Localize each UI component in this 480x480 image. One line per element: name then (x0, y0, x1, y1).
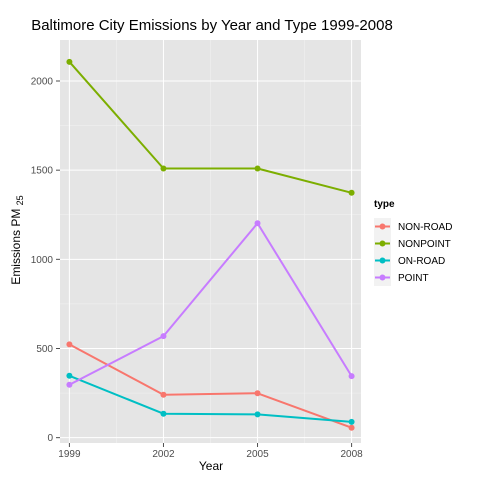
legend-label: POINT (398, 273, 429, 284)
legend-key-point (379, 240, 386, 247)
legend-key-point (379, 257, 386, 264)
data-point (254, 220, 261, 227)
legend-item-point: POINT (374, 269, 429, 286)
major-gridlines (60, 40, 361, 443)
axes: 0 500 1000 1500 2000 1999 2002 2005 2008 (31, 77, 363, 460)
data-point (254, 411, 261, 418)
data-point (160, 391, 167, 398)
x-tick-label: 2002 (152, 449, 175, 460)
legend-key-point (379, 223, 386, 230)
data-point (66, 58, 73, 65)
data-point (160, 410, 167, 417)
series-point (66, 220, 355, 388)
series-line (68, 343, 352, 429)
x-tick-label: 2005 (246, 449, 269, 460)
y-tick-label: 1000 (31, 255, 54, 266)
data-point (348, 373, 355, 380)
y-tick-label: 1500 (31, 166, 54, 177)
legend-label: NONPOINT (398, 239, 451, 250)
legend-item-on-road: ON-ROAD (374, 252, 445, 269)
series-nonpoint (66, 58, 355, 196)
legend-label: ON-ROAD (398, 256, 445, 267)
data-point (348, 189, 355, 196)
series-line (68, 222, 353, 386)
data-point (66, 381, 73, 388)
data-point (66, 372, 73, 379)
svg-text:Emissions PM 25: Emissions PM 25 (9, 195, 25, 284)
series-layer (66, 58, 355, 431)
legend-title: type (374, 199, 395, 210)
legend-label: NON-ROAD (398, 222, 452, 233)
series-non-road (66, 341, 355, 431)
legend: type NON-ROAD NONPOINT ON-ROAD POINT (374, 199, 452, 286)
legend-item-non-road: NON-ROAD (374, 218, 452, 235)
y-tick-label: 500 (36, 344, 53, 355)
data-point (348, 424, 355, 431)
y-tick-label: 2000 (31, 77, 54, 88)
data-point (254, 165, 261, 172)
y-axis-title-main: Emissions PM (9, 209, 23, 285)
legend-key-point (379, 274, 386, 281)
series-on-road (66, 372, 355, 425)
data-point (160, 333, 167, 340)
series-line (68, 61, 352, 194)
series-line (69, 374, 352, 423)
x-axis-title: Year (199, 459, 223, 473)
data-point (66, 341, 73, 348)
chart-title: Baltimore City Emissions by Year and Typ… (31, 17, 393, 34)
y-axis-title: Emissions PM 25 (9, 195, 25, 284)
y-axis-title-subscript: 25 (15, 195, 25, 205)
data-point (160, 165, 167, 172)
data-point (254, 390, 261, 397)
data-point (348, 418, 355, 425)
y-tick-label: 0 (47, 433, 53, 444)
x-tick-label: 2008 (340, 449, 363, 460)
x-tick-label: 1999 (58, 449, 81, 460)
legend-item-nonpoint: NONPOINT (374, 235, 451, 252)
